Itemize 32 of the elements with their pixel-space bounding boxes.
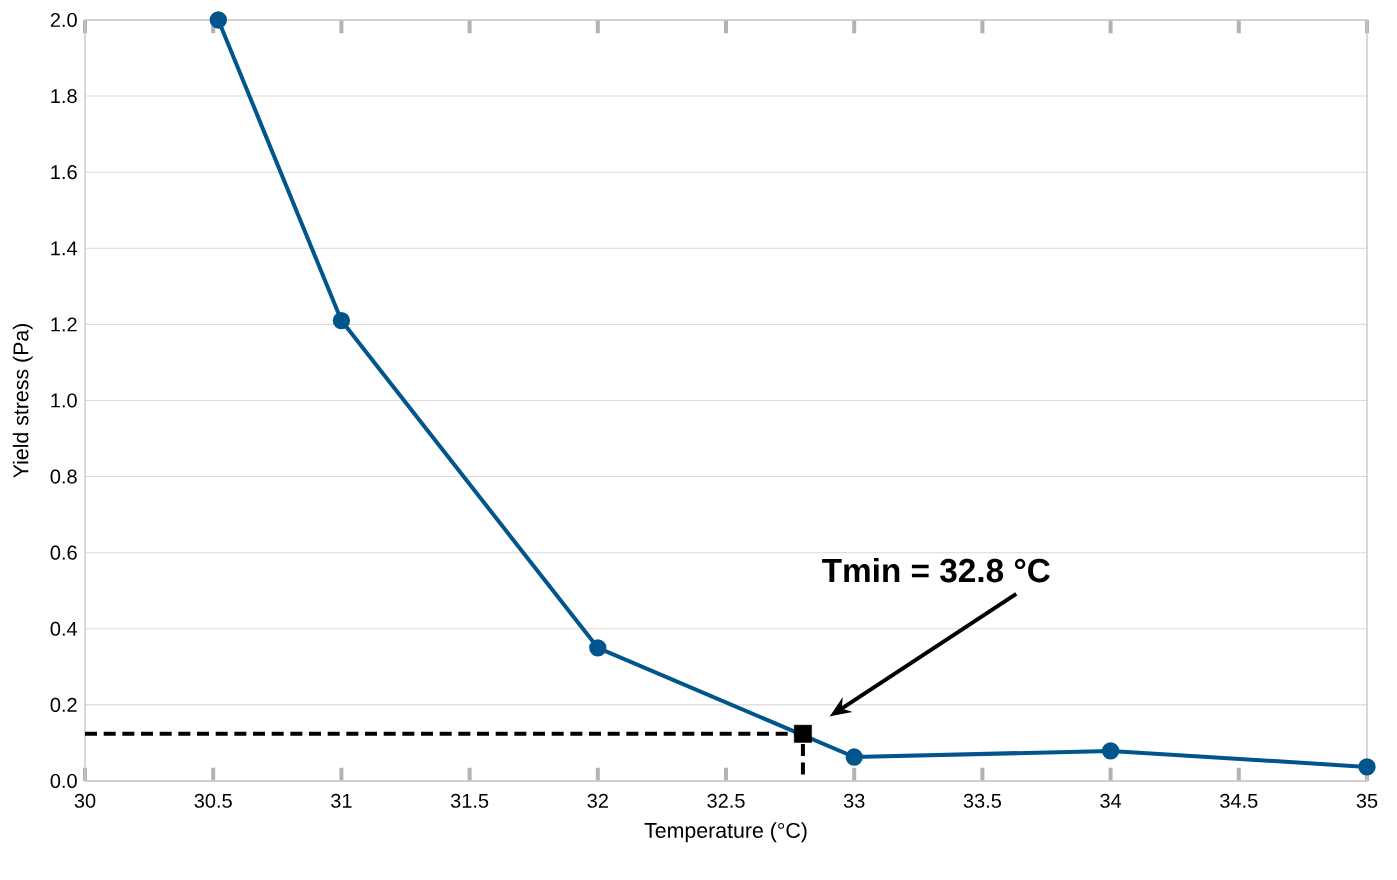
point — [332, 311, 351, 330]
point — [845, 748, 863, 766]
y-tick-label: 1.4 — [51, 241, 78, 256]
x-tick-label: 31 — [331, 793, 352, 808]
y-tick-label: 1.6 — [51, 165, 77, 180]
point — [793, 724, 812, 743]
x-tick-label: 34 — [1100, 793, 1122, 808]
y-tick-label: 2.0 — [50, 12, 77, 28]
point — [1358, 758, 1376, 776]
annotation: Tmin = 32.8 °C — [822, 557, 1050, 583]
y-tick-label: 0.6 — [50, 545, 77, 560]
y-axis-title: Yield stress (Pa) — [12, 324, 33, 478]
y-tick-label: 1.0 — [51, 393, 77, 408]
point — [1101, 742, 1120, 760]
x-tick-label: 30.5 — [194, 793, 232, 808]
y-tick-label: 1.8 — [51, 89, 77, 104]
y-tick-label: 0.0 — [50, 773, 77, 789]
point — [589, 639, 607, 657]
x-tick-label: 33.5 — [963, 793, 1002, 808]
point — [209, 11, 227, 29]
x-tick-label: 32.5 — [707, 793, 745, 808]
x-tick-label: 30 — [74, 793, 96, 808]
y-tick-label: 0.8 — [50, 469, 77, 484]
y-tick-label: 1.2 — [51, 317, 77, 332]
y-tick-label: 0.4 — [50, 621, 78, 636]
y-tick-label: 0.2 — [50, 697, 77, 712]
x-tick-label: 32 — [587, 793, 608, 808]
x-tick-label: 33 — [843, 793, 865, 808]
x-axis-title: Temperature (°C) — [644, 822, 807, 843]
x-tick-label: 34.5 — [1220, 793, 1258, 808]
x-tick-label: 35 — [1356, 793, 1378, 808]
x-tick-label: 31.5 — [450, 793, 489, 808]
